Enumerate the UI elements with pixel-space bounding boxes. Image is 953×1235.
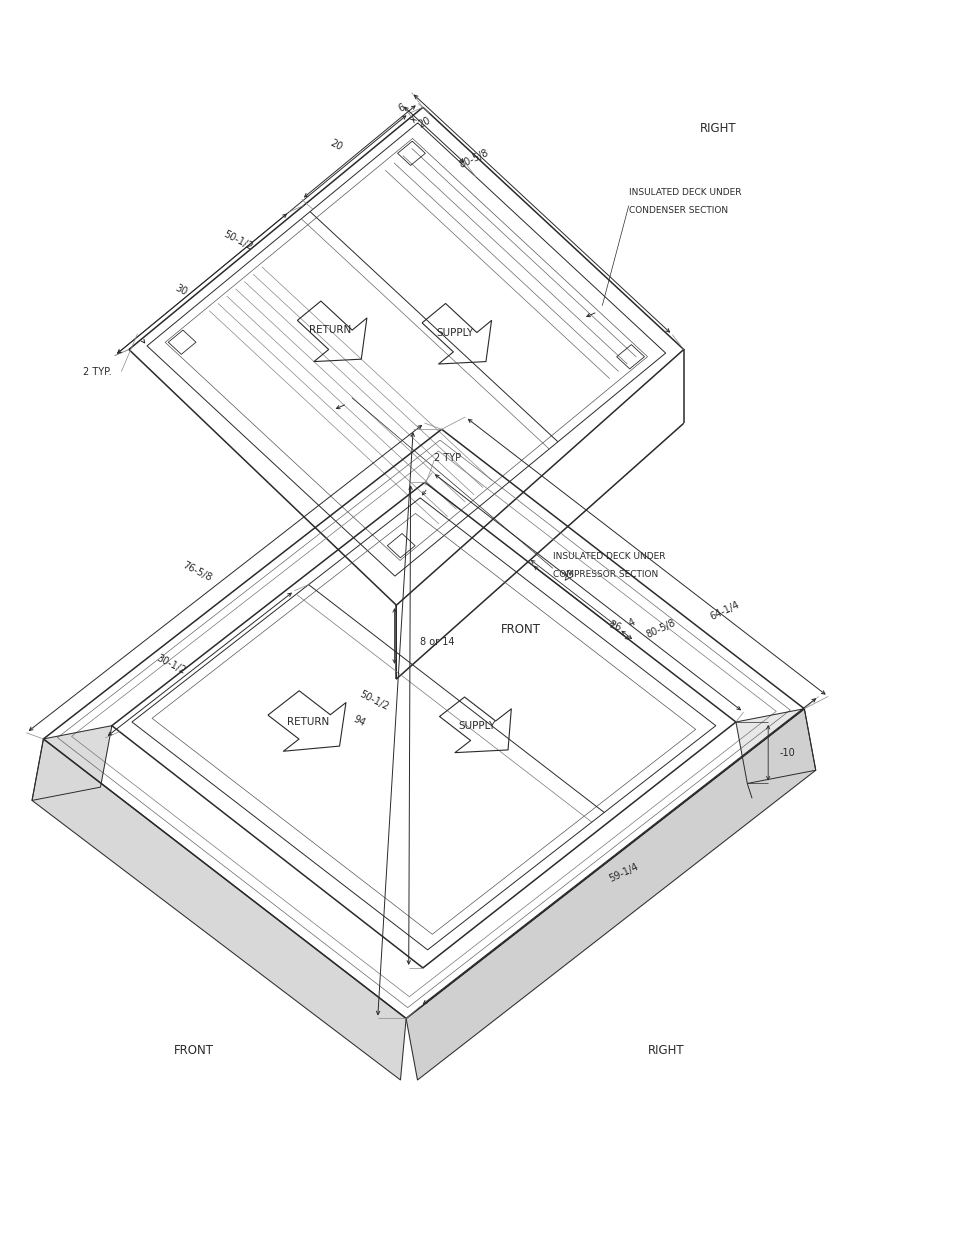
Text: CONDENSER SECTION: CONDENSER SECTION [628,206,727,215]
Text: RIGHT: RIGHT [647,1044,683,1057]
Text: RETURN: RETURN [287,718,329,727]
Text: SUPPLY: SUPPLY [436,327,473,337]
Polygon shape [735,709,815,783]
Text: SUPPLY: SUPPLY [457,721,495,731]
Polygon shape [32,726,112,800]
Text: RETURN: RETURN [309,325,351,335]
Text: INSULATED DECK UNDER: INSULATED DECK UNDER [553,552,664,561]
Text: 30-1/2: 30-1/2 [155,652,188,676]
Text: FRONT: FRONT [173,1044,213,1057]
Text: 80-5/8: 80-5/8 [644,618,677,640]
Text: 2 TYP.: 2 TYP. [83,367,112,377]
Text: FRONT: FRONT [500,624,540,636]
Text: 20: 20 [416,115,432,130]
Text: 23: 23 [559,568,576,583]
Text: RIGHT: RIGHT [700,122,736,135]
Text: 64-1/4: 64-1/4 [708,600,740,622]
Text: 26: 26 [607,620,622,634]
Text: 50-1/2: 50-1/2 [221,228,254,252]
Text: 8 or 14: 8 or 14 [419,637,455,647]
Text: 80-5/8: 80-5/8 [457,148,490,170]
Text: 4: 4 [626,616,636,629]
Text: 6: 6 [396,101,407,114]
Text: 30: 30 [173,283,189,298]
Text: 2 TYP: 2 TYP [434,453,461,463]
Text: 50-1/2: 50-1/2 [357,689,390,713]
Text: -10: -10 [779,747,795,758]
Text: 94: 94 [352,714,367,729]
Text: COMPRESSOR SECTION: COMPRESSOR SECTION [553,571,658,579]
Polygon shape [406,709,815,1079]
Polygon shape [32,739,406,1079]
Text: INSULATED DECK UNDER: INSULATED DECK UNDER [628,188,740,196]
Text: 76-5/8: 76-5/8 [180,561,213,583]
Text: 59-1/4: 59-1/4 [606,862,639,884]
Text: 20: 20 [328,138,343,153]
